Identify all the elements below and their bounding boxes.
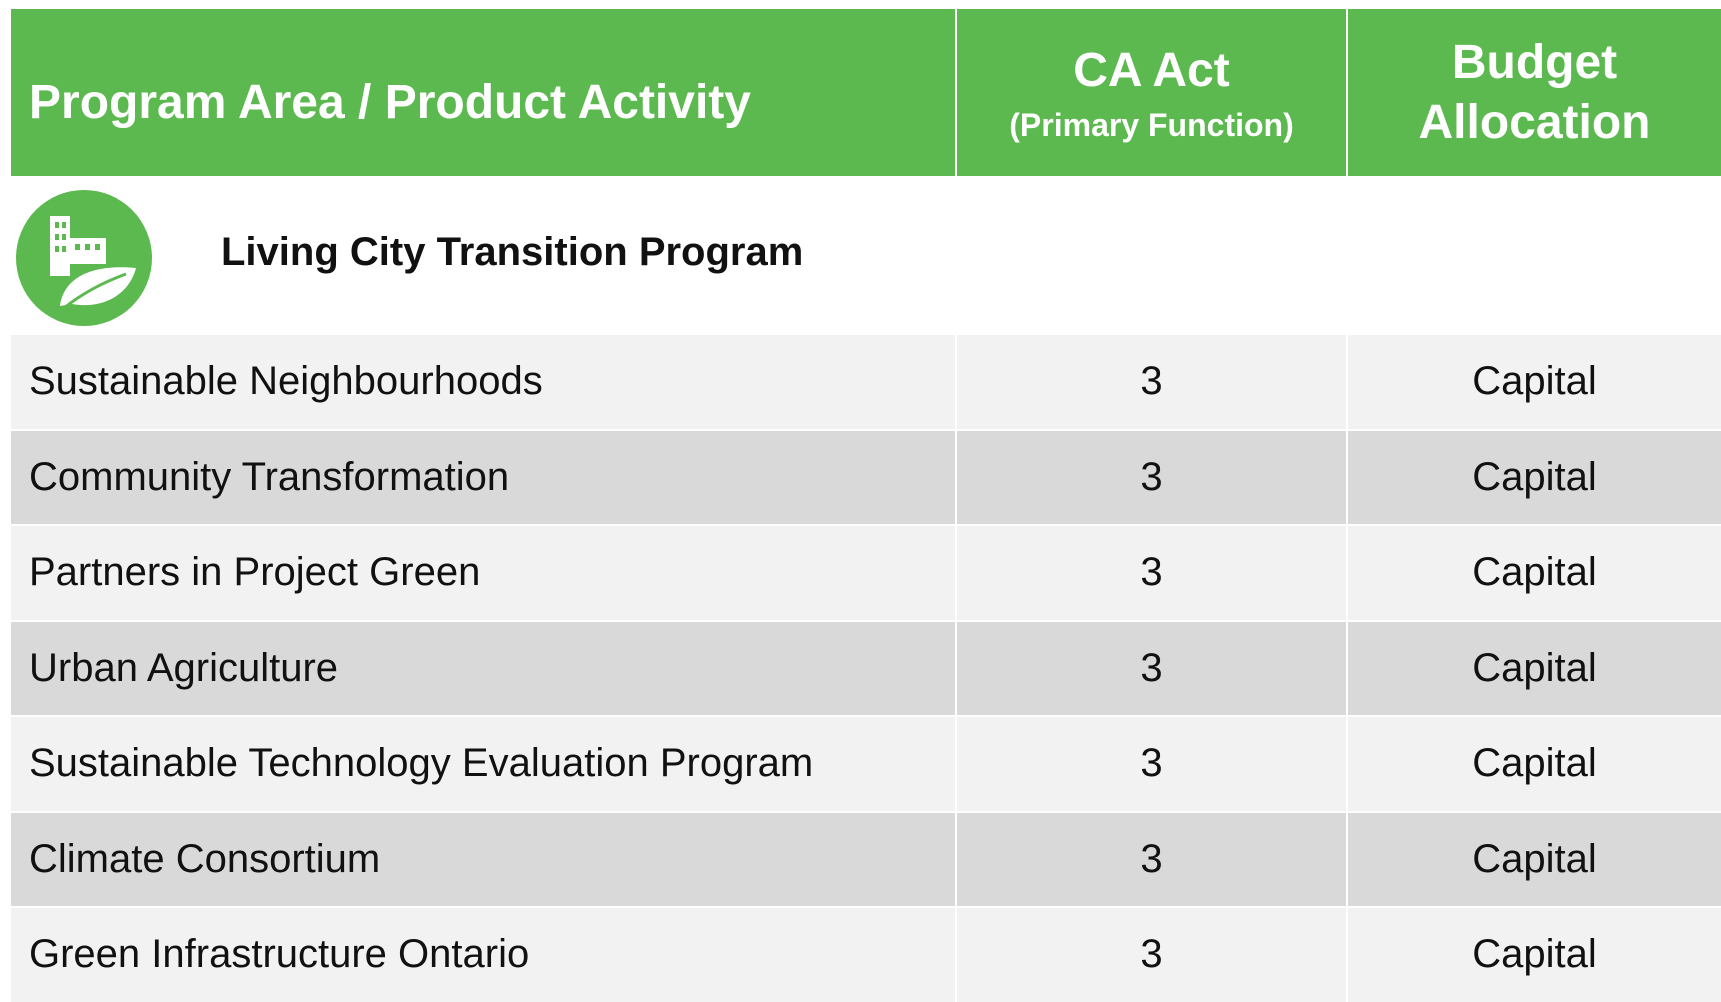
- table-cell: Green Infrastructure Ontario: [11, 908, 955, 1002]
- table-cell: Capital: [1348, 717, 1721, 811]
- header-title: Budget Allocation: [1418, 35, 1651, 149]
- header-title: CA Act: [1073, 44, 1230, 97]
- table-cell: 3: [957, 621, 1346, 715]
- table-cell: 3: [957, 526, 1346, 620]
- table-cell: Community Transformation: [11, 430, 955, 524]
- table-cell: Sustainable Technology Evaluation Progra…: [11, 717, 955, 811]
- header-subtitle: (Primary Function): [1009, 107, 1294, 143]
- header-cell: Budget Allocation: [1348, 9, 1721, 176]
- table-cell: Urban Agriculture: [11, 621, 955, 715]
- table-cell: Capital: [1348, 526, 1721, 620]
- table-cell: Capital: [1348, 812, 1721, 906]
- header-title: Program Area / Product Activity: [29, 75, 751, 129]
- table-cell: Partners in Project Green: [11, 526, 955, 620]
- header-cell: Program Area / Product Activity: [11, 9, 955, 176]
- table-cell: Climate Consortium: [11, 812, 955, 906]
- table-cell: Capital: [1348, 430, 1721, 524]
- table-cell: 3: [957, 335, 1346, 429]
- program-icon: [16, 190, 152, 326]
- table-cell: 3: [957, 717, 1346, 811]
- section-title: Living City Transition Program: [221, 230, 804, 274]
- table-cell: 3: [957, 430, 1346, 524]
- table-cell: 3: [957, 812, 1346, 906]
- table-cell: 3: [957, 908, 1346, 1002]
- header-cell: CA Act (Primary Function): [957, 9, 1346, 176]
- table-cell: Capital: [1348, 621, 1721, 715]
- table-cell: Sustainable Neighbourhoods: [11, 335, 955, 429]
- table-cell: Capital: [1348, 335, 1721, 429]
- table-cell: Capital: [1348, 908, 1721, 1002]
